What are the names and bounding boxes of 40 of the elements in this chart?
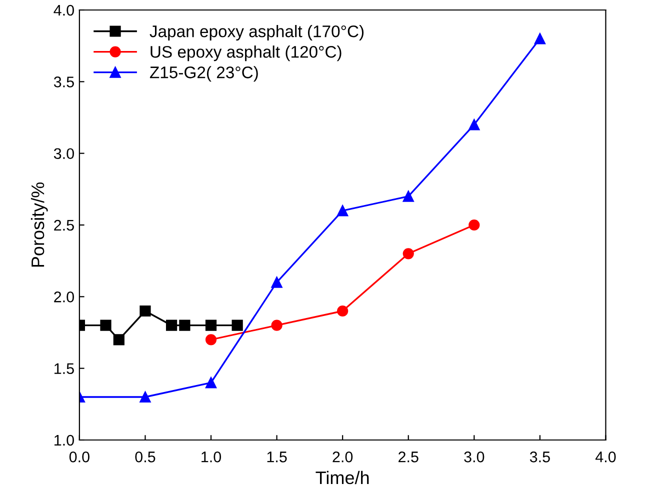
point	[468, 119, 480, 130]
x-tick-label: 1.5	[267, 452, 287, 462]
point	[205, 334, 217, 346]
y-tick-label: 1.0	[54, 434, 74, 446]
x-tick-label: 1.0	[202, 452, 222, 462]
legend-label: US epoxy asphalt (120°C)	[150, 46, 342, 62]
y-tick-label: 3.5	[54, 76, 74, 88]
legend-label: Japan epoxy asphalt (170°C)	[150, 25, 364, 41]
point	[337, 305, 348, 317]
point	[205, 377, 217, 388]
x-axis-title: Time/h	[316, 470, 369, 484]
point	[140, 391, 151, 403]
y-tick-label: 2.5	[54, 220, 74, 231]
x-tick-label: 3.0	[464, 452, 484, 462]
point	[468, 219, 480, 231]
point	[140, 305, 151, 317]
y-tick-label: 3.0	[54, 148, 74, 160]
y-axis-title: Porosity/%	[30, 182, 48, 267]
x-tick-label: 2.5	[398, 452, 418, 462]
point	[232, 320, 243, 331]
x-tick-label: 0.0	[69, 452, 90, 462]
point	[534, 33, 546, 44]
y-tick-label: 1.5	[54, 363, 74, 374]
x-tick-label: 2.0	[332, 452, 353, 462]
x-tick-label: 0.5	[135, 452, 156, 462]
point	[402, 248, 414, 260]
point	[271, 276, 282, 288]
point	[271, 320, 282, 331]
y-tick-label: 4.0	[54, 4, 74, 16]
x-tick-label: 4.0	[595, 452, 616, 462]
point	[100, 320, 112, 331]
x-tick-label: 3.5	[530, 452, 550, 462]
legend-label: Z15-G2( 23°C)	[150, 66, 258, 82]
point	[402, 190, 414, 202]
point	[166, 320, 178, 331]
point	[205, 320, 217, 331]
y-tick-label: 2.0	[54, 292, 74, 302]
point	[113, 334, 124, 346]
point	[179, 320, 190, 331]
point	[337, 205, 348, 216]
